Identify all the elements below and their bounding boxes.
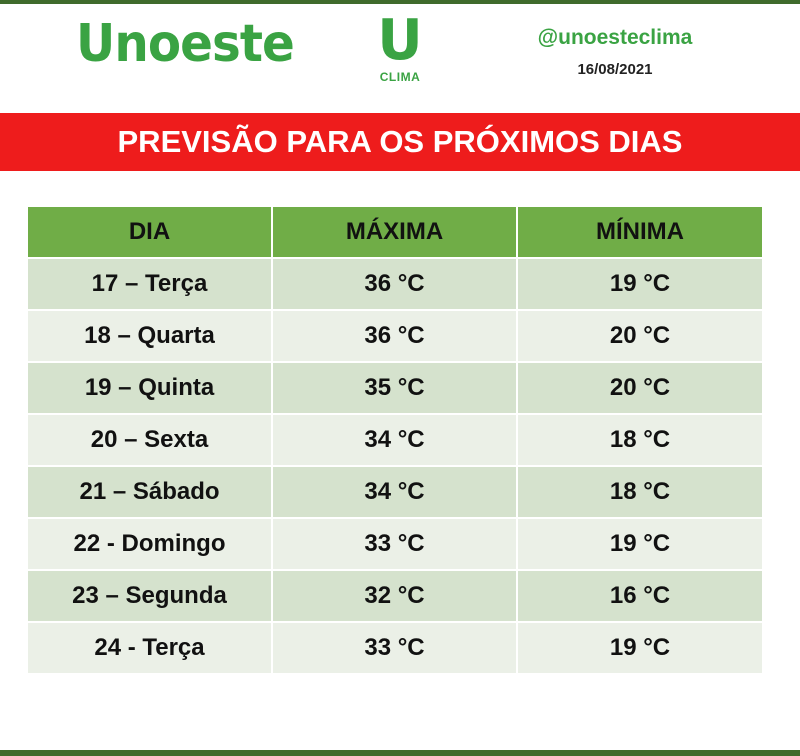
cell-minima: 19 °C <box>517 517 762 570</box>
table-row: 17 – Terça 36 °C 19 °C <box>28 257 762 310</box>
table-row: 23 – Segunda 32 °C 16 °C <box>28 569 762 622</box>
clima-logo-text: CLIMA <box>379 70 421 84</box>
cell-maxima: 33 °C <box>272 517 518 570</box>
table-row: 21 – Sábado 34 °C 18 °C <box>28 465 762 518</box>
forecast-table: DIA MÁXIMA MÍNIMA 17 – Terça 36 °C 19 °C… <box>28 207 762 673</box>
cell-minima: 18 °C <box>517 465 762 518</box>
cell-minima: 18 °C <box>517 413 762 466</box>
cell-dia: 22 - Domingo <box>28 517 273 570</box>
table-row: 24 - Terça 33 °C 19 °C <box>28 621 762 673</box>
cell-minima: 20 °C <box>517 361 762 414</box>
cell-maxima: 36 °C <box>272 309 518 362</box>
table-row: 22 - Domingo 33 °C 19 °C <box>28 517 762 570</box>
forecast-banner: PREVISÃO PARA OS PRÓXIMOS DIAS <box>0 113 800 171</box>
cell-dia: 24 - Terça <box>28 621 273 673</box>
cell-dia: 23 – Segunda <box>28 569 273 622</box>
cell-minima: 19 °C <box>517 621 762 673</box>
cell-dia: 20 – Sexta <box>28 413 273 466</box>
table-header-row: DIA MÁXIMA MÍNIMA <box>28 207 762 258</box>
social-handle: @unoesteclima <box>537 26 693 49</box>
table-row: 18 – Quarta 36 °C 20 °C <box>28 309 762 362</box>
cell-minima: 19 °C <box>517 257 762 310</box>
column-header-maxima: MÁXIMA <box>272 207 518 258</box>
table-row: 20 – Sexta 34 °C 18 °C <box>28 413 762 466</box>
clima-logo-letter: U <box>377 8 423 73</box>
top-rule <box>0 0 800 4</box>
cell-maxima: 34 °C <box>272 413 518 466</box>
column-header-dia: DIA <box>28 207 273 258</box>
cell-dia: 17 – Terça <box>28 257 273 310</box>
clima-logo: U CLIMA <box>374 12 426 88</box>
cell-dia: 21 – Sábado <box>28 465 273 518</box>
column-header-minima: MÍNIMA <box>517 207 762 258</box>
cell-maxima: 32 °C <box>272 569 518 622</box>
cell-minima: 20 °C <box>517 309 762 362</box>
cell-maxima: 36 °C <box>272 257 518 310</box>
unoeste-logo: Unoeste <box>76 14 295 74</box>
cell-dia: 18 – Quarta <box>28 309 273 362</box>
table-row: 19 – Quinta 35 °C 20 °C <box>28 361 762 414</box>
cell-maxima: 33 °C <box>272 621 518 673</box>
bottom-rule <box>0 750 800 756</box>
cell-maxima: 35 °C <box>272 361 518 414</box>
cell-minima: 16 °C <box>517 569 762 622</box>
cell-dia: 19 – Quinta <box>28 361 273 414</box>
cell-maxima: 34 °C <box>272 465 518 518</box>
issue-date: 16/08/2021 <box>577 61 653 78</box>
